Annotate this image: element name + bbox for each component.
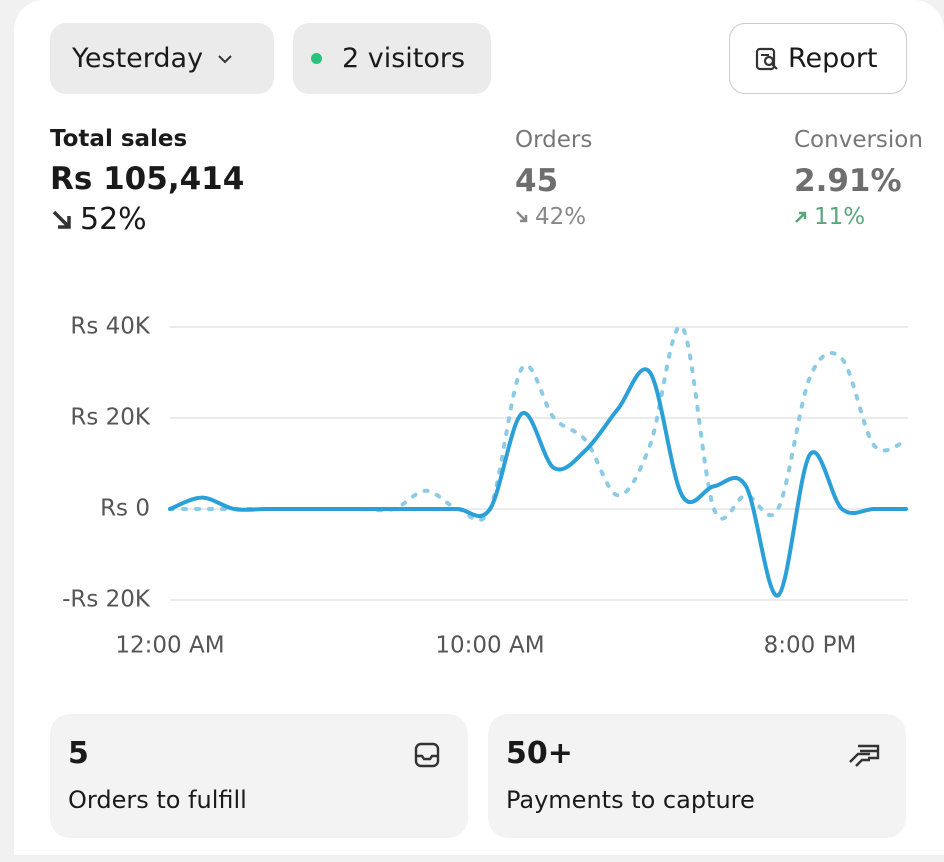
y-tick-label: Rs 40K: [70, 314, 151, 340]
x-tick-label: 10:00 AM: [435, 633, 544, 659]
chart: -Rs 20K Rs 0 Rs 20K Rs 40K 12:00 AM 10:00 AM 8…: [62, 314, 908, 659]
y-tick-label: Rs 20K: [70, 405, 151, 431]
card-label: Payments to capture: [506, 786, 755, 814]
metric-label: Orders: [515, 127, 593, 153]
y-tick-label: Rs 0: [100, 496, 150, 522]
report-icon: [755, 47, 778, 70]
metric-change-wrap: 52%: [50, 202, 147, 237]
metric-label: Conversion: [794, 127, 923, 153]
up-arrow: [795, 211, 807, 223]
metric-label: Total sales: [50, 126, 188, 152]
card: [14, 0, 944, 855]
down-arrow: [516, 211, 528, 223]
period-button[interactable]: Yesterday: [50, 23, 274, 94]
visitors: 2 visitors: [342, 43, 466, 74]
metric-value: Rs 105,414: [50, 161, 245, 197]
inbox-icon: [414, 742, 440, 768]
metric-change: 11%: [814, 204, 866, 230]
card-value: 50+: [506, 736, 573, 771]
payment-icon: [849, 744, 880, 767]
report: Report: [788, 43, 878, 74]
visitors-button[interactable]: 2 visitors: [293, 23, 491, 94]
line: [168, 367, 908, 598]
report-button[interactable]: Report: [729, 23, 907, 94]
metric-change-wrap: 42%: [515, 204, 586, 230]
metric-value: 2.91%: [794, 163, 902, 199]
summary-card[interactable]: 5 Orders to fulfill: [50, 714, 468, 838]
x-tick-label: 8:00 PM: [764, 633, 857, 659]
x-tick-label: 12:00 AM: [115, 633, 224, 659]
metric-change: 42%: [535, 204, 587, 230]
metric-change-wrap: 11%: [794, 204, 865, 230]
card-value: 5: [68, 736, 89, 771]
card-label: Orders to fulfill: [68, 786, 247, 814]
chevron: [218, 54, 232, 63]
live-dot: [311, 53, 322, 64]
metric-value: 45: [515, 163, 559, 199]
down-arrow: [52, 210, 71, 229]
period: Yesterday: [72, 43, 204, 74]
line: [168, 324, 908, 523]
metric-change: 52%: [80, 202, 147, 237]
y-tick-label: -Rs 20K: [62, 587, 151, 613]
summary-card[interactable]: 50+ Payments to capture: [488, 714, 906, 838]
